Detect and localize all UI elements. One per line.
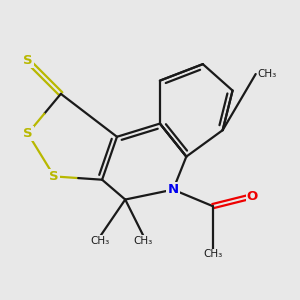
- Text: CH₃: CH₃: [134, 236, 153, 246]
- Text: S: S: [23, 54, 33, 67]
- Text: O: O: [247, 190, 258, 203]
- Text: N: N: [168, 183, 179, 196]
- Text: CH₃: CH₃: [257, 69, 277, 79]
- Text: S: S: [50, 170, 59, 183]
- Text: CH₃: CH₃: [203, 249, 222, 259]
- Text: S: S: [23, 127, 33, 140]
- Text: CH₃: CH₃: [91, 236, 110, 246]
